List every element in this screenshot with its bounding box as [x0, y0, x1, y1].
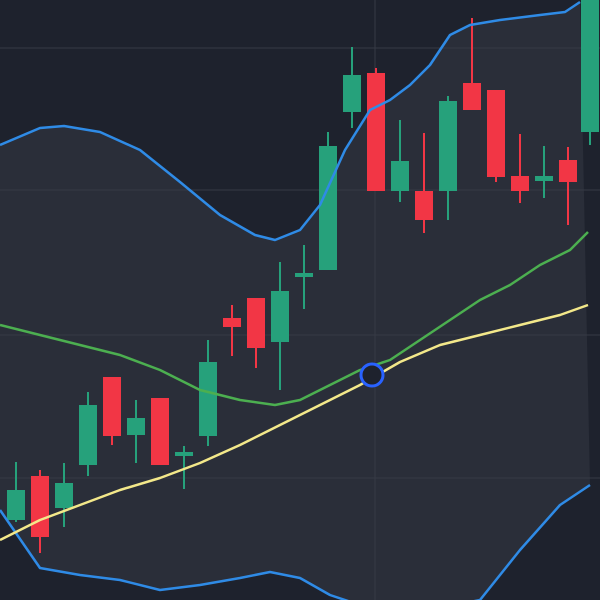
indicator-line	[0, 0, 581, 242]
crosshair-marker	[359, 362, 385, 388]
indicator-line	[0, 231, 589, 407]
candle-body	[415, 191, 433, 220]
candle-body	[391, 161, 409, 191]
candle-body	[79, 405, 97, 465]
candle-body	[367, 73, 385, 191]
candle-body	[223, 318, 241, 327]
candle-body	[463, 83, 481, 110]
candle-body	[295, 273, 313, 277]
candle-body	[439, 101, 457, 191]
candle-body	[581, 0, 599, 132]
candle-body	[55, 483, 73, 508]
candle-body	[127, 418, 145, 435]
candle-body	[247, 298, 265, 348]
indicator-line	[0, 303, 589, 542]
candle-body	[7, 490, 25, 520]
candle-body	[175, 452, 193, 456]
candle-body	[103, 377, 121, 436]
candle-body	[319, 146, 337, 270]
candle-body	[271, 291, 289, 342]
candle-body	[31, 476, 49, 537]
candle-body	[151, 398, 169, 465]
candle-body	[487, 90, 505, 177]
candle-body	[535, 176, 553, 181]
candle-body	[199, 362, 217, 436]
candle-body	[511, 176, 529, 191]
candle-body	[559, 160, 577, 182]
indicator-line	[0, 483, 591, 600]
candle-body	[343, 75, 361, 112]
